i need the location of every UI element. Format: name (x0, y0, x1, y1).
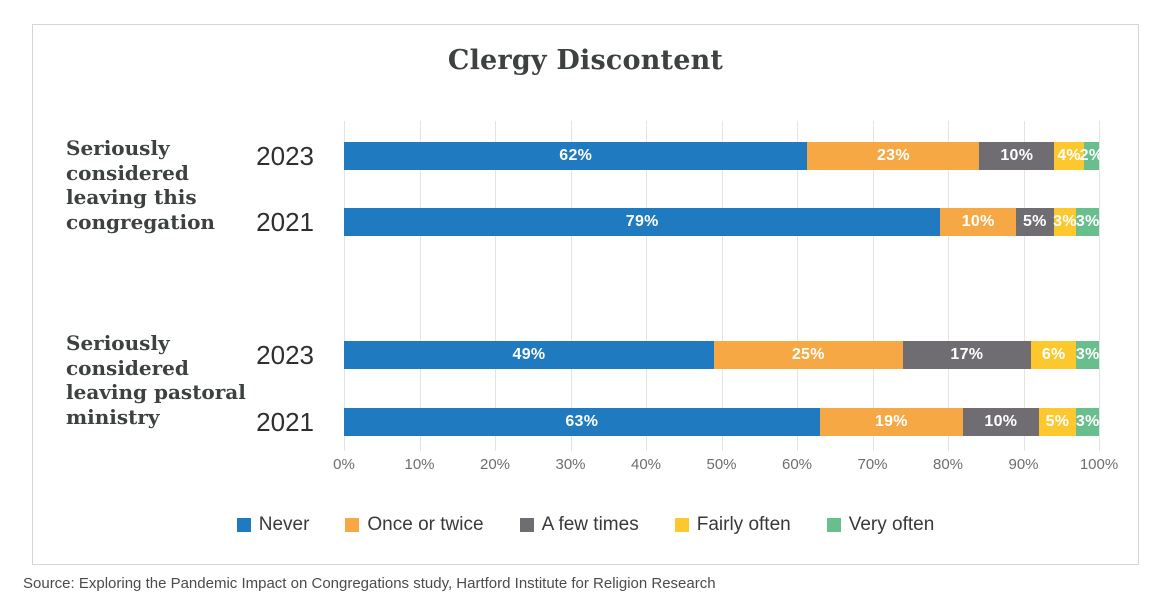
category-label-seriously-considered-leaving-this-congregation: Seriously considered leaving this congre… (66, 136, 215, 234)
bar-value-label: 63% (565, 413, 599, 430)
x-axis-tick-label: 60% (781, 456, 813, 473)
gridline-80 (948, 121, 949, 451)
bar-segment-very-often: 2% (1080, 142, 1103, 170)
x-axis-tick-label: 70% (857, 456, 888, 473)
legend-item-never: Never (236, 514, 310, 536)
bar-value-label: 25% (791, 346, 825, 363)
bar-value-label: 17% (950, 346, 984, 363)
x-axis: 0% 10% 20% 30% 40% 50% 60% 70% 80% 90% 100% (333, 456, 1118, 476)
bar-segment-very-often: 3% (1076, 408, 1099, 436)
x-axis-tick-label: 10% (404, 456, 435, 473)
x-axis-tick-label: 100% (1079, 456, 1119, 473)
bar-value-label: 2% (1079, 147, 1104, 164)
bar-segment-never: 63% (344, 408, 820, 436)
bar-value-label: 3% (1075, 346, 1100, 363)
bar-value-label: 49% (512, 346, 546, 363)
legend-label: Fairly often (696, 514, 791, 535)
bar-segment-once-or-twice: 19% (819, 408, 964, 436)
bar-row-seriously-considered-leaving-this-congregation-2021: 79% 10% 5% 3% 3% (344, 208, 1099, 236)
gridline-70 (872, 121, 874, 451)
legend: Never Once or twice A few times Fairly ofte… (33, 514, 1138, 536)
gridline-10 (419, 121, 421, 451)
x-axis-tick-label: 90% (1008, 456, 1039, 473)
bar-row-seriously-considered-leaving-this-congregation-2023: 62% 23% 10% 4% 2% (344, 142, 1103, 170)
chart-title: Clergy Discontent (447, 45, 724, 76)
legend-swatch-icon (826, 518, 841, 532)
bar-segment-a-few-times: 17% (902, 341, 1032, 369)
gridline-30 (570, 121, 572, 451)
source-note: Source: Exploring the Pandemic Impact on… (23, 575, 716, 592)
legend-swatch-icon (236, 518, 251, 532)
gridline-100 (1099, 121, 1100, 451)
bar-value-label: 19% (874, 413, 908, 430)
legend-item-fairly-often: Fairly often (674, 514, 791, 536)
x-axis-tick-label: 50% (706, 456, 737, 473)
bar-segment-very-often: 3% (1076, 341, 1099, 369)
legend-label: Once or twice (367, 514, 484, 535)
bar-segment-fairly-often: 4% (1054, 142, 1085, 170)
bar-segment-once-or-twice: 23% (807, 142, 980, 170)
legend-item-very-often: Very often (826, 514, 935, 536)
legend-label: A few times (541, 514, 639, 535)
bar-segment-once-or-twice: 10% (940, 208, 1016, 236)
bar-year-label: 2023 (256, 340, 314, 370)
bar-value-label: 62% (559, 147, 593, 164)
bar-row-seriously-considered-leaving-pastoral-ministry-2021: 63% 19% 10% 5% 3% (344, 408, 1099, 436)
bar-segment-a-few-times: 5% (1015, 208, 1054, 236)
bar-value-label: 79% (625, 213, 659, 230)
bar-segment-once-or-twice: 25% (713, 341, 903, 369)
bar-value-label: 10% (961, 213, 995, 230)
bar-value-label: 10% (1000, 147, 1034, 164)
bar-year-label: 2023 (256, 141, 314, 171)
chart-container: Clergy Discontent Seriously considered l… (32, 24, 1139, 565)
plot-area: 62% 23% 10% 4% 2% 79% 10% 5% 3% 3% 49% 25% 17% 6% 3% 63… (344, 121, 1103, 451)
bar-value-label: 6% (1041, 346, 1066, 363)
bar-segment-a-few-times: 10% (963, 408, 1039, 436)
legend-label: Never (258, 514, 310, 535)
bar-segment-fairly-often: 5% (1038, 408, 1077, 436)
bar-year-label: 2021 (256, 207, 314, 237)
legend-swatch-icon (674, 518, 689, 532)
bar-segment-fairly-often: 3% (1053, 208, 1077, 236)
legend-label: Very often (848, 514, 935, 535)
bar-value-label: 3% (1075, 413, 1100, 430)
gridline-90 (1023, 121, 1025, 451)
bar-value-label: 3% (1075, 213, 1100, 230)
bar-year-label: 2021 (256, 407, 314, 437)
x-axis-tick-label: 20% (479, 456, 511, 473)
bar-value-label: 3% (1053, 213, 1077, 230)
bar-value-label: 4% (1057, 147, 1081, 164)
legend-swatch-icon (519, 518, 534, 532)
bar-value-label: 5% (1045, 413, 1070, 430)
gridline-60 (797, 121, 798, 451)
gridline-0 (344, 121, 345, 451)
bar-segment-a-few-times: 10% (979, 142, 1055, 170)
gridline-20 (495, 121, 496, 451)
bar-segment-fairly-often: 6% (1031, 341, 1077, 369)
gridline-40 (646, 121, 647, 451)
x-axis-tick-label: 40% (630, 456, 662, 473)
legend-item-a-few-times: A few times (519, 514, 639, 536)
legend-swatch-icon (345, 518, 360, 532)
bar-value-label: 23% (876, 147, 910, 164)
category-label-seriously-considered-leaving-pastoral-ministry: Seriously considered leaving pastoral mi… (66, 331, 246, 429)
x-axis-tick-label: 80% (932, 456, 964, 473)
legend-item-once-or-twice: Once or twice (345, 514, 484, 536)
gridline-50 (721, 121, 723, 451)
bar-value-label: 5% (1022, 213, 1047, 230)
x-axis-tick-label: 0% (333, 456, 355, 473)
bar-row-seriously-considered-leaving-pastoral-ministry-2023: 49% 25% 17% 6% 3% (344, 341, 1099, 369)
bar-segment-very-often: 3% (1076, 208, 1099, 236)
x-axis-tick-label: 30% (555, 456, 586, 473)
bar-segment-never: 62% (344, 142, 808, 170)
bar-segment-never: 79% (344, 208, 941, 236)
bar-value-label: 10% (984, 413, 1018, 430)
bar-segment-never: 49% (344, 341, 714, 369)
